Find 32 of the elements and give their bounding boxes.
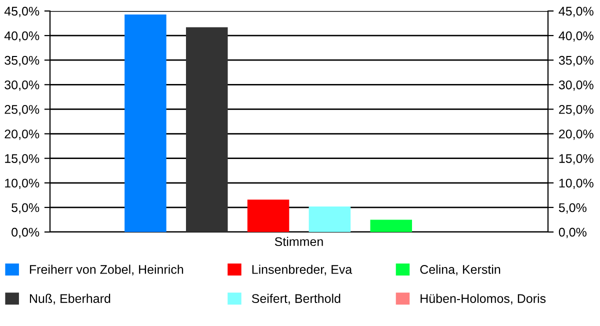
text: 0,0% (558, 228, 586, 238)
y-tick-label: 45,0% (4, 6, 40, 18)
bar (124, 14, 166, 232)
legend-label: Hüben-Holomos, Doris (420, 294, 546, 304)
legend-label: Freiherr von Zobel, Heinrich (30, 264, 184, 276)
y-tick-label: 40,0% (4, 31, 40, 42)
text: 35,0% (558, 56, 594, 66)
bar (186, 27, 228, 232)
x-tick-label: Stimmen (274, 236, 323, 246)
y-tick-label: 35,0% (4, 56, 40, 66)
text: 40,0% (558, 31, 594, 42)
legend-label: Celina, Kerstin (420, 264, 500, 276)
text: 20,0% (559, 130, 594, 140)
legend-label: Linsenbreder, Eva (252, 264, 352, 276)
text: 25,0% (559, 105, 594, 116)
text: 10,0% (559, 178, 594, 190)
y-tick-label: 20,0% (4, 130, 40, 140)
text: 45,0% (558, 6, 594, 18)
bar (308, 206, 351, 232)
legend-label: Seifert, Berthold (252, 294, 340, 304)
y-tick-label: 5,0% (12, 203, 40, 214)
y-tick-label: 15,0% (5, 154, 40, 164)
legend-label: Nuß, Eberhard (30, 294, 110, 304)
y-tick-label: 25,0% (4, 105, 40, 116)
text: 5,0% (558, 203, 586, 214)
bar (370, 220, 412, 232)
text: 15,0% (559, 154, 594, 164)
y-tick-label: 10,0% (5, 178, 40, 190)
bar (247, 200, 290, 232)
text: 30,0% (558, 80, 594, 91)
y-tick-label: 30,0% (4, 80, 40, 91)
y-tick-label: 0,0% (12, 228, 40, 238)
